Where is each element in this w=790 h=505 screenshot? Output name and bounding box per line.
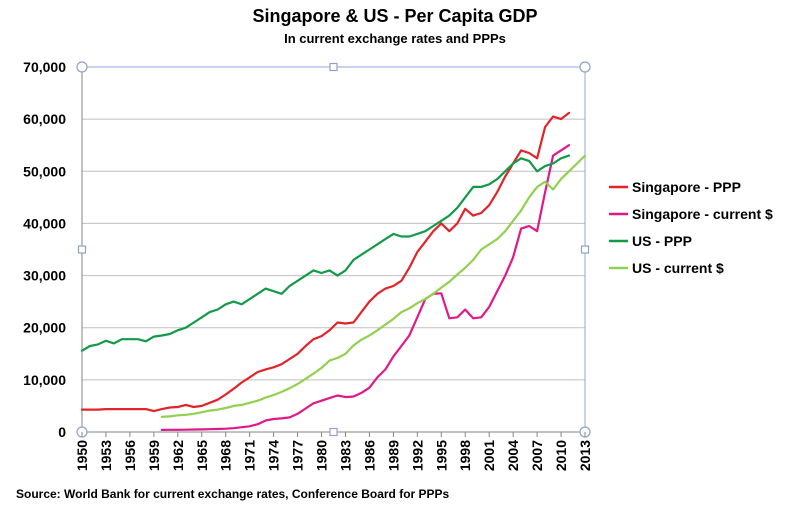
series-line-2 <box>80 154 571 352</box>
legend: Singapore - PPP Singapore - current $ US -… <box>609 179 773 276</box>
x-tick-label: 1950 <box>74 440 90 471</box>
y-tick-label: 30,000 <box>23 268 66 284</box>
plot-area-frame <box>76 61 591 438</box>
series-line-0 <box>80 111 571 413</box>
gridlines <box>82 66 585 433</box>
legend-entry: Singapore - PPP <box>632 179 741 195</box>
x-tick-label: 2010 <box>553 440 569 471</box>
x-tick-label: 1980 <box>314 440 330 471</box>
y-tick-label: 70,000 <box>23 59 66 75</box>
x-tick-label: 1968 <box>218 440 234 471</box>
resize-handle-side[interactable] <box>329 62 338 72</box>
y-tick-label: 50,000 <box>23 163 66 179</box>
x-tick-label: 1974 <box>266 440 282 471</box>
series-line-1 <box>160 144 571 431</box>
resize-handle-corner[interactable] <box>76 61 88 73</box>
y-tick-label: 0 <box>58 424 66 440</box>
x-tick-label: 1995 <box>433 440 449 471</box>
legend-entry: US - current $ <box>632 260 724 276</box>
series-line-3 <box>160 154 587 418</box>
x-tick-label: 1953 <box>98 440 114 471</box>
x-axis-ticks: 1950 1953 1956 1959 1962 1965 1968 1971 1974 1977… <box>74 432 593 471</box>
x-tick-label: 2013 <box>577 440 593 471</box>
y-axis-ticks: 0 10,000 20,000 30,000 40,000 50,000 60,000 70,… <box>23 59 66 440</box>
resize-handle-corner[interactable] <box>579 61 591 73</box>
x-tick-label: 1983 <box>337 440 353 471</box>
x-tick-label: 1989 <box>385 440 401 471</box>
x-tick-label: 1986 <box>361 440 377 471</box>
resize-handle-side[interactable] <box>329 427 338 437</box>
chart-title: Singapore & US - Per Capita GDP <box>252 6 538 26</box>
legend-entry: US - PPP <box>632 233 692 249</box>
x-tick-label: 2004 <box>505 440 521 471</box>
plot-area-border <box>81 66 586 433</box>
x-tick-label: 1965 <box>194 440 210 471</box>
x-tick-label: 1977 <box>290 440 306 471</box>
y-tick-label: 40,000 <box>23 215 66 231</box>
legend-entry: Singapore - current $ <box>632 206 773 222</box>
y-tick-label: 10,000 <box>23 372 66 388</box>
x-tick-label: 2001 <box>481 440 497 471</box>
x-tick-label: 1959 <box>146 440 162 471</box>
chart-subtitle: In current exchange rates and PPPs <box>284 31 506 46</box>
x-tick-label: 1956 <box>122 440 138 471</box>
x-tick-label: 2007 <box>529 440 545 471</box>
y-tick-label: 20,000 <box>23 320 66 336</box>
x-tick-label: 1998 <box>457 440 473 471</box>
x-tick-label: 1992 <box>409 440 425 471</box>
y-tick-label: 60,000 <box>23 111 66 127</box>
chart-source-note: Source: World Bank for current exchange … <box>16 487 450 501</box>
x-tick-label: 1971 <box>242 440 258 471</box>
resize-handle-side[interactable] <box>580 245 590 254</box>
series-lines <box>80 111 587 431</box>
resize-handle-side[interactable] <box>77 245 87 254</box>
x-tick-label: 1962 <box>170 440 186 471</box>
